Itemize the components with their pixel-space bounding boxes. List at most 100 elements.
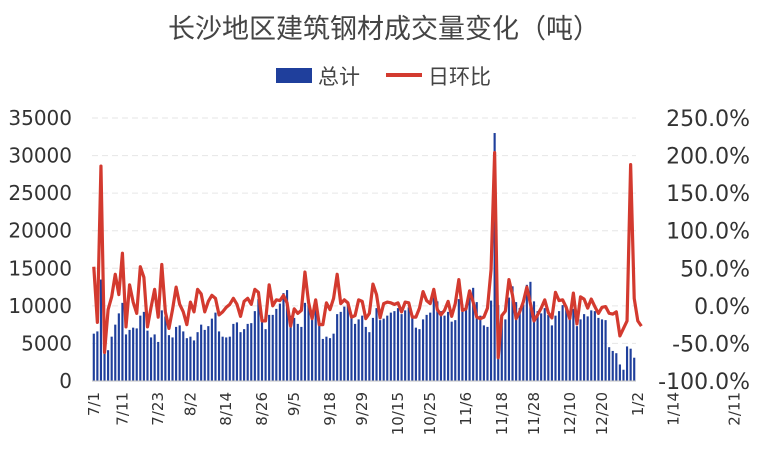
bar (192, 340, 196, 381)
bar (307, 299, 310, 381)
bar (393, 311, 396, 381)
bar (203, 329, 206, 381)
bar (124, 334, 128, 381)
bar (142, 311, 145, 381)
bar (611, 350, 614, 381)
bar (425, 314, 428, 381)
bar (343, 306, 346, 381)
bar (332, 333, 335, 381)
y-right-tick-label: 0.0% (694, 295, 750, 320)
bar (500, 314, 503, 381)
x-axis: 7/1 7/11 7/23 8/2 8/14 8/26 9/5 9/18 9/29 10/15 10… (85, 380, 743, 435)
bar (264, 329, 267, 381)
bar (278, 303, 281, 381)
x-tick-label: 1/2 (629, 392, 647, 416)
bar (518, 308, 521, 381)
bar (418, 329, 421, 381)
y-right-tick-label: 150.0% (666, 182, 750, 207)
bar (303, 302, 307, 381)
y-left-tick-label: 5000 (21, 331, 72, 355)
bar (633, 357, 636, 381)
bar (532, 301, 536, 381)
bar (200, 324, 203, 381)
legend: 总计 日环比 (276, 65, 491, 89)
bar (600, 319, 604, 381)
bar (411, 317, 414, 381)
bar (507, 297, 511, 381)
bar (235, 322, 239, 381)
y-left-tick-label: 10000 (8, 294, 72, 318)
bar (493, 133, 496, 381)
bar (461, 304, 464, 381)
bar (450, 321, 453, 381)
bar (543, 308, 546, 381)
y-left-tick-label: 30000 (8, 144, 72, 168)
y-right-tick-label: 200.0% (666, 145, 750, 170)
bar (314, 307, 317, 381)
bar (225, 337, 228, 381)
bar (554, 315, 557, 381)
bar (221, 336, 224, 381)
bar (214, 312, 217, 381)
y-right-tick-label: -100.0% (658, 370, 750, 395)
bar (167, 335, 171, 381)
bar (525, 284, 528, 381)
bar (296, 323, 299, 381)
bar (475, 302, 478, 381)
bar (232, 323, 235, 381)
y-left-tick-label: 25000 (8, 181, 72, 205)
bar (275, 308, 278, 381)
bar (121, 302, 124, 381)
bar (293, 317, 296, 381)
bar (379, 320, 382, 381)
bar (99, 279, 103, 381)
bar (210, 318, 213, 381)
y-right-tick-label: -50.0% (672, 332, 750, 357)
y-left-tick-label: 0 (59, 369, 72, 393)
bar (382, 318, 385, 381)
bar (96, 331, 99, 381)
bar (511, 286, 514, 381)
bar (339, 311, 342, 381)
bar (336, 314, 339, 381)
bar (157, 341, 160, 381)
bar (217, 331, 221, 381)
bar (328, 338, 332, 381)
bar (107, 350, 110, 381)
bar (439, 311, 443, 381)
bar (489, 300, 493, 381)
bar (468, 292, 471, 381)
bar (149, 337, 153, 381)
x-tick-label: 11/28 (525, 392, 543, 435)
bar (522, 304, 525, 381)
bar (625, 346, 629, 381)
bar (178, 325, 181, 381)
bar (357, 319, 360, 381)
bar (139, 315, 142, 381)
bar (479, 315, 482, 381)
x-tick-label: 10/25 (421, 392, 439, 435)
bar (325, 336, 328, 381)
bar (457, 299, 460, 381)
bar (92, 333, 95, 381)
bar (353, 323, 357, 381)
bar (464, 307, 468, 381)
x-tick-label: 9/29 (353, 392, 371, 426)
bar (289, 315, 292, 381)
bar (282, 293, 285, 381)
legend-swatch-bar (276, 68, 312, 83)
bar (228, 336, 231, 381)
bar (436, 301, 439, 381)
bar (386, 315, 389, 381)
x-tick-label: 7/11 (113, 392, 131, 426)
bar (604, 320, 607, 381)
bar (128, 329, 131, 381)
bar (443, 315, 446, 381)
x-tick-label: 10/15 (389, 392, 407, 435)
bar (432, 297, 435, 381)
bar (207, 326, 210, 381)
bar (185, 338, 188, 381)
bar (239, 332, 242, 381)
line-series (92, 150, 643, 360)
